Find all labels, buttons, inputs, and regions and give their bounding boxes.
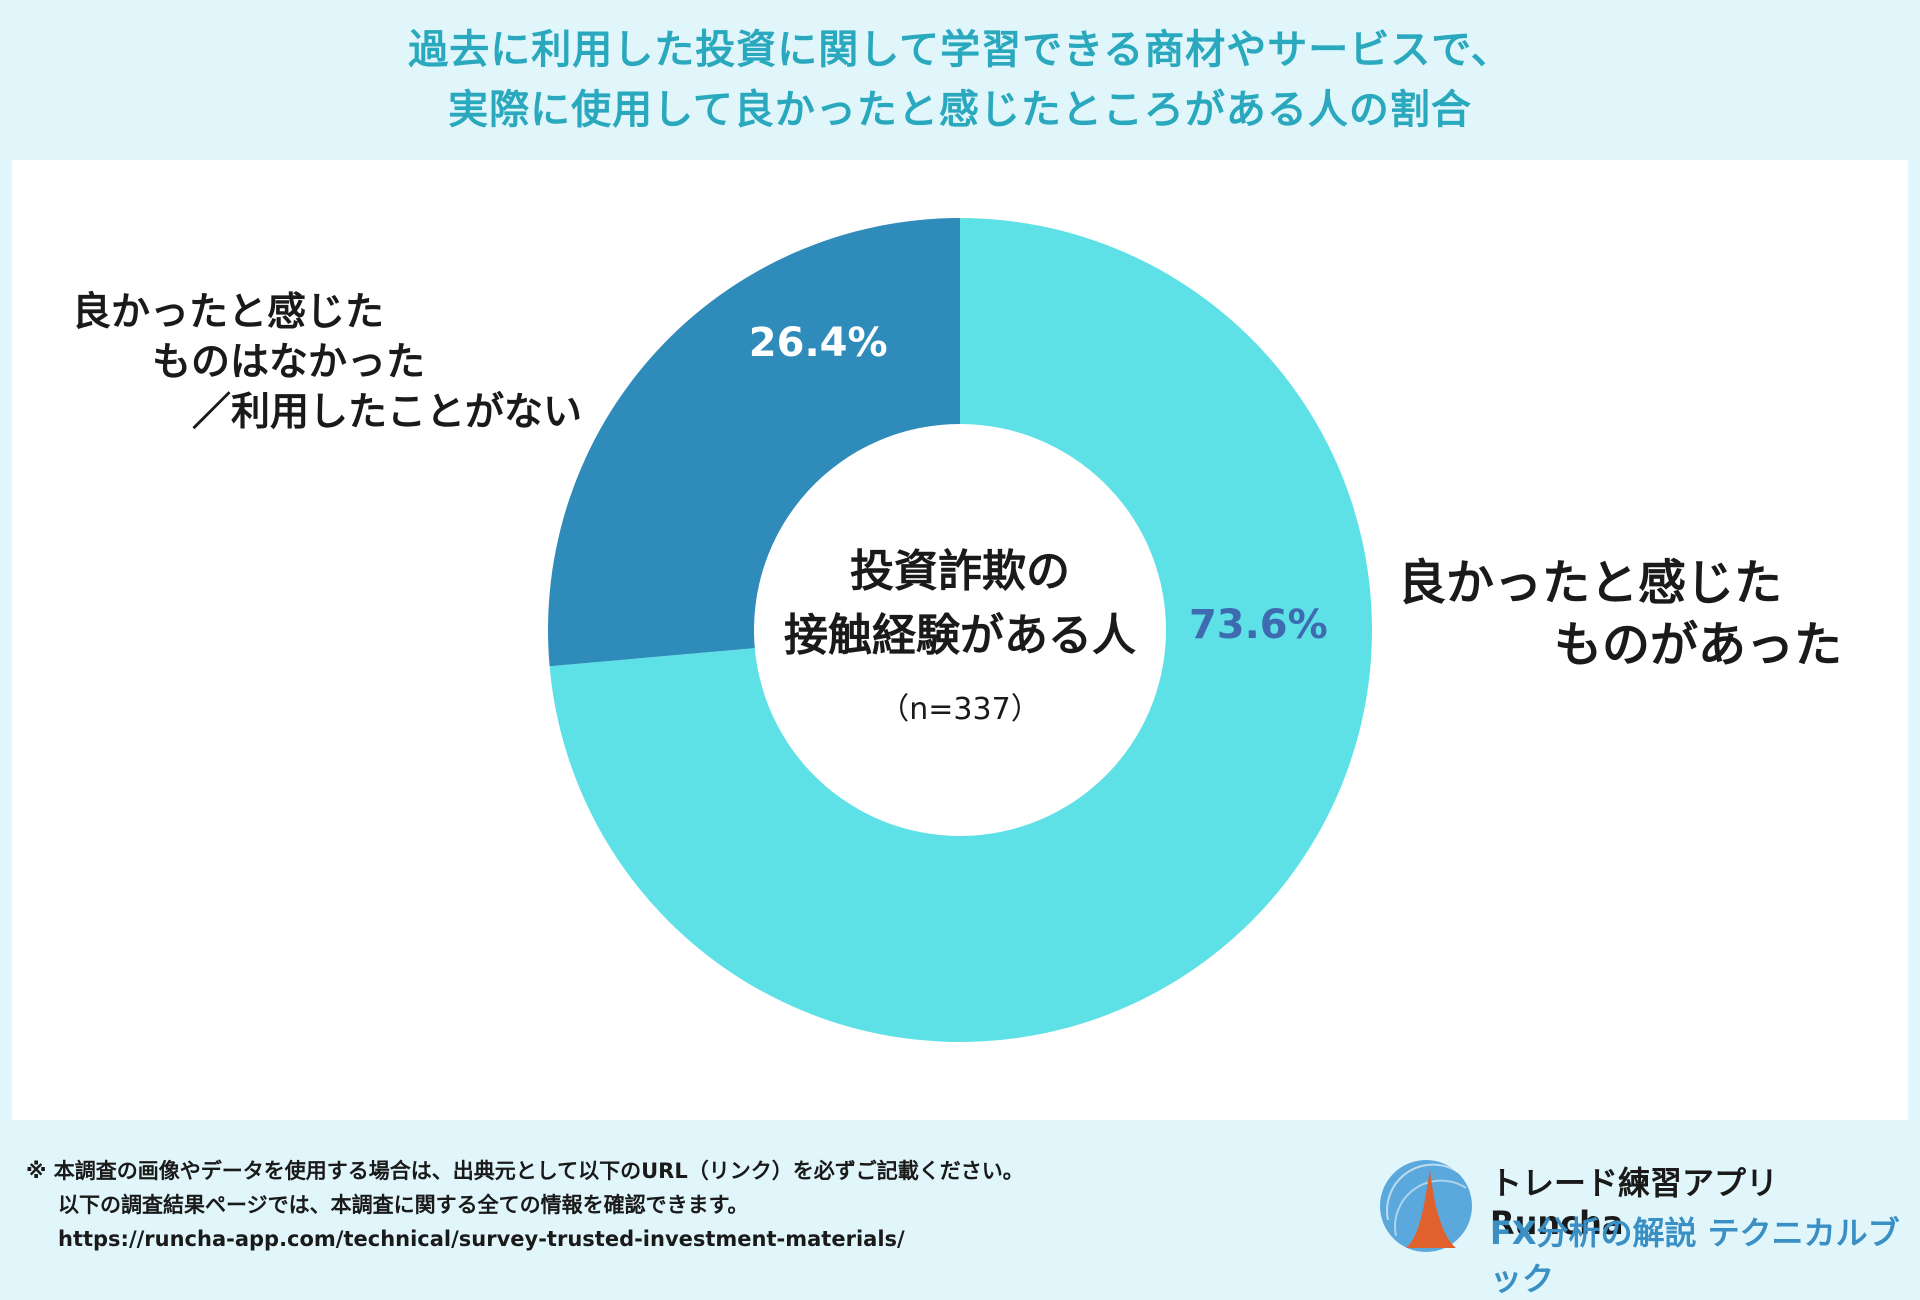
donut-slice-0 bbox=[549, 218, 1372, 1042]
brand-block: トレード練習アプリ Runcha FX分析の解説 テクニカルブック bbox=[1376, 1152, 1916, 1298]
brand-subtitle: FX分析の解説 テクニカルブック bbox=[1490, 1214, 1900, 1298]
title-band: 過去に利用した投資に関して学習できる商材やサービスで、 実際に使用して良かったと… bbox=[0, 0, 1920, 160]
source-url-link[interactable]: https://runcha-app.com/technical/survey-… bbox=[58, 1227, 905, 1251]
donut-slice-1 bbox=[548, 218, 960, 667]
left-slice-label: 良かったと感じた ものはなかった ／利用したことがない bbox=[72, 288, 632, 438]
slice-percent-label-1: 26.4% bbox=[748, 319, 888, 366]
donut-slices bbox=[548, 218, 1372, 1042]
center-line-1: 投資詐欺の bbox=[850, 546, 1070, 597]
right-slice-label: 良かったと感じた ものがあった bbox=[1398, 552, 1898, 676]
footer-notes: ※ 本調査の画像やデータを使用する場合は、出典元として以下のURL（リンク）を必… bbox=[26, 1154, 1306, 1256]
slice-percent-label-0: 73.6% bbox=[1188, 602, 1328, 649]
chart-title-line-2: 実際に使用して良かったと感じたところがある人の割合 bbox=[448, 87, 1472, 133]
left-label-line-2: ものはなかった bbox=[152, 340, 426, 385]
chart-title-line-1: 過去に利用した投資に関して学習できる商材やサービスで、 bbox=[408, 27, 1512, 73]
brand-name: トレード練習アプリ Runcha bbox=[1490, 1164, 1779, 1242]
runcha-logo-icon bbox=[1380, 1160, 1472, 1252]
left-label-line-3: ／利用したことがない bbox=[192, 390, 583, 435]
center-line-2: 接触経験がある人 bbox=[784, 610, 1136, 661]
left-label-line-1: 良かったと感じた bbox=[72, 290, 385, 335]
right-label-line-1: 良かったと感じた bbox=[1398, 555, 1783, 611]
footer-note-2: 以下の調査結果ページでは、本調査に関する全ての情報を確認できます。 bbox=[58, 1193, 749, 1217]
footer-note-1: ※ 本調査の画像やデータを使用する場合は、出典元として以下のURL（リンク）を必… bbox=[26, 1159, 1024, 1183]
right-label-line-2: ものがあった bbox=[1554, 617, 1843, 673]
donut-center-text: 投資詐欺の 接触経験がある人 （n=337） bbox=[720, 540, 1200, 728]
sample-size: （n=337） bbox=[879, 692, 1041, 727]
